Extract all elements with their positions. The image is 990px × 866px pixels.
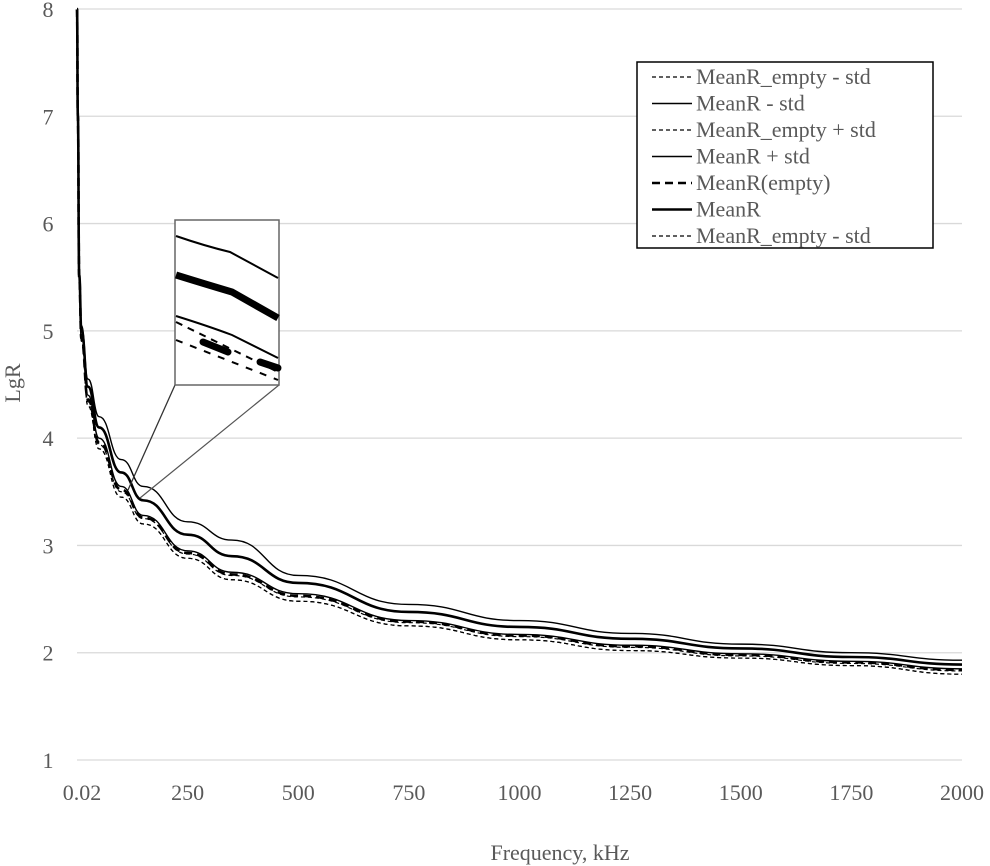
y-tick-label: 2 [43,641,54,666]
x-tick-label: 1250 [608,780,652,805]
y-tick-label: 7 [43,104,54,129]
legend-label: MeanR - std [696,91,805,116]
zoom-inset [127,219,282,499]
x-tick-label: 750 [392,780,425,805]
x-tick-label: 1750 [829,780,873,805]
x-tick-label: 250 [171,780,204,805]
y-tick-label: 1 [43,748,54,773]
legend-label: MeanR_empty + std [696,117,876,142]
x-tick-label: 1000 [497,780,541,805]
x-axis-ticks: 0.02 250 500 750 1000 1250 1500 1750 2000 [63,780,984,805]
legend-label: MeanR(empty) [696,170,830,195]
y-tick-label: 8 [43,0,54,22]
legend-label: MeanR_empty - std [696,223,871,248]
legend-label: MeanR + std [696,144,810,169]
y-tick-label: 3 [43,533,54,558]
y-axis-ticks: 1 2 3 4 5 6 7 8 [43,0,54,773]
legend-box [636,61,934,249]
legend-label: MeanR [696,197,761,222]
series-line [76,8,963,675]
x-axis-title: Frequency, kHz [490,840,629,865]
x-tick-label: 500 [282,780,315,805]
y-tick-label: 4 [43,426,54,451]
y-tick-label: 6 [43,212,54,237]
y-axis-title: LgR [0,363,25,402]
y-tick-label: 5 [43,319,54,344]
legend-label: MeanR_empty - std [696,64,871,89]
plot-series [75,7,963,675]
x-tick-label: 0.02 [63,780,102,805]
x-tick-label: 2000 [940,780,984,805]
x-tick-label: 1500 [719,780,763,805]
